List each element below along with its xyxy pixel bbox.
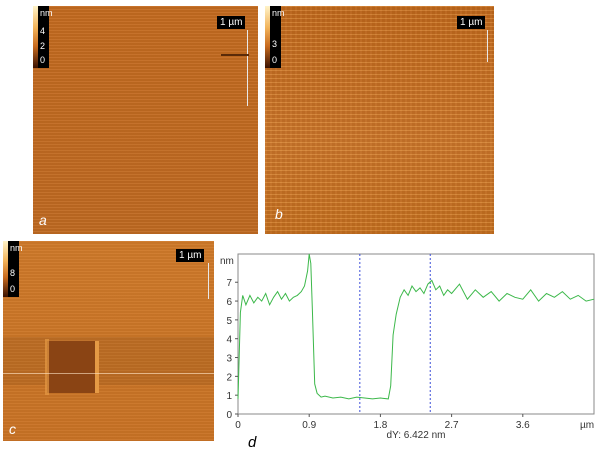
- surface-defect-a: [221, 54, 249, 56]
- x-tick-label: 2.7: [445, 420, 459, 431]
- scalebar-label-b: 1 µm: [457, 16, 486, 29]
- legend-unit-b: nm: [272, 8, 285, 18]
- panel-letter-b: b: [275, 206, 283, 222]
- height-legend-c: nm 8 0: [3, 241, 23, 297]
- color-scale-c: [3, 241, 8, 297]
- hole-edge-right-c: [95, 341, 99, 393]
- color-scale-b: [265, 6, 270, 68]
- hole-edge-left-c: [45, 339, 49, 395]
- dy-annotation: dY: 6.422 nm: [387, 430, 446, 441]
- x-unit-label: µm: [580, 420, 594, 431]
- y-tick-label: 0: [226, 410, 232, 421]
- lithography-hole-c: [47, 341, 97, 393]
- height-legend-b: nm 3 0: [265, 6, 285, 68]
- legend-tick-a-0: 0: [40, 55, 46, 65]
- color-scale-a: [33, 6, 38, 68]
- scan-line-c: [3, 373, 214, 374]
- legend-unit-c: nm: [10, 243, 23, 253]
- legend-unit-a: nm: [40, 8, 53, 18]
- y-tick-label: 7: [226, 278, 232, 289]
- scalebar-b: [487, 30, 488, 62]
- plot-area: [237, 253, 595, 415]
- y-tick-label: 1: [226, 391, 232, 402]
- height-legend-a: nm 4 2 0: [33, 6, 53, 68]
- scalebar-label-a: 1 µm: [217, 16, 246, 29]
- afm-image-a: nm 4 2 0 1 µm a: [33, 6, 258, 234]
- x-tick-label: 0: [235, 420, 241, 431]
- y-tick-label: 3: [226, 354, 232, 365]
- legend-tick-c-8: 8: [10, 268, 16, 278]
- x-tick-label: 0.9: [302, 420, 316, 431]
- panel-letter-a: a: [39, 212, 47, 228]
- height-profile-chart: 0 1 2 3 4 5 6 7 nm 0 0.9 1.8 2.7 3.6 µm dY: 6.422 nm: [220, 253, 595, 441]
- y-tick-label: 2: [226, 372, 232, 383]
- scratched-band-c: [3, 337, 214, 385]
- height-profile-panel: 0 1 2 3 4 5 6 7 nm 0 0.9 1.8 2.7 3.6 µm dY: 6.422 nm d: [218, 244, 600, 458]
- panel-letter-c: c: [9, 421, 16, 437]
- y-tick-label: 4: [226, 335, 232, 346]
- legend-tick-a-2: 2: [40, 41, 46, 51]
- y-tick-label: 6: [226, 297, 232, 308]
- legend-tick-c-0: 0: [10, 284, 16, 294]
- panel-letter-d: d: [248, 434, 257, 451]
- legend-tick-a-4: 4: [40, 26, 46, 36]
- afm-image-c: nm 8 0 1 µm c: [3, 241, 214, 441]
- scalebar-label-c: 1 µm: [176, 249, 205, 262]
- scalebar-c: [208, 263, 209, 299]
- scalebar-a: [247, 30, 248, 106]
- legend-tick-b-0: 0: [272, 55, 278, 65]
- y-unit-label: nm: [220, 256, 234, 267]
- profile-line: [237, 253, 595, 400]
- x-tick-label: 1.8: [373, 420, 387, 431]
- legend-tick-b-3: 3: [272, 39, 278, 49]
- y-tick-label: 5: [226, 316, 232, 327]
- x-tick-label: 3.6: [516, 420, 530, 431]
- afm-image-b: nm 3 0 1 µm b: [265, 6, 494, 234]
